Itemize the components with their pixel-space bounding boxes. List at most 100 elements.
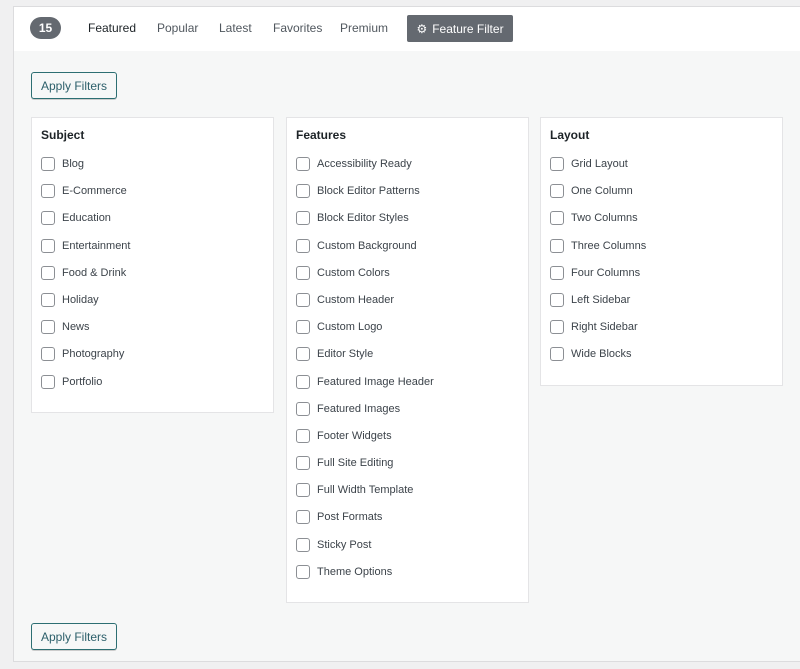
checkbox[interactable] bbox=[296, 157, 310, 171]
checkbox[interactable] bbox=[550, 184, 564, 199]
option-label: Accessibility Ready bbox=[317, 158, 412, 170]
filter-option[interactable]: Featured Image Header bbox=[296, 374, 519, 402]
filter-option[interactable]: Portfolio bbox=[41, 374, 264, 402]
checkbox[interactable] bbox=[296, 347, 310, 362]
checkbox[interactable] bbox=[296, 184, 310, 199]
tab-popular[interactable]: Popular bbox=[157, 21, 199, 35]
filter-option[interactable]: News bbox=[41, 320, 264, 347]
filter-group-features: Features Accessibility Ready Block Editor … bbox=[286, 117, 529, 603]
checkbox[interactable] bbox=[296, 483, 310, 498]
checkbox[interactable] bbox=[550, 292, 564, 307]
filter-option[interactable]: Accessibility Ready bbox=[296, 157, 519, 184]
option-label: Theme Options bbox=[317, 565, 393, 578]
option-label: Two Columns bbox=[571, 212, 638, 225]
filter-option[interactable]: Grid Layout bbox=[550, 157, 773, 184]
filter-option[interactable]: One Column bbox=[550, 184, 773, 211]
option-label: Grid Layout bbox=[571, 158, 628, 170]
checkbox[interactable] bbox=[550, 157, 564, 171]
checkbox[interactable] bbox=[41, 320, 55, 335]
filter-option[interactable]: Footer Widgets bbox=[296, 428, 519, 456]
checkbox[interactable] bbox=[550, 320, 564, 335]
checkbox[interactable] bbox=[296, 320, 310, 335]
filter-option[interactable]: Custom Colors bbox=[296, 265, 519, 293]
filter-option[interactable]: Block Editor Styles bbox=[296, 211, 519, 238]
filter-option[interactable]: Custom Logo bbox=[296, 320, 519, 347]
filter-option[interactable]: Two Columns bbox=[550, 211, 773, 238]
filter-option[interactable]: Featured Images bbox=[296, 401, 519, 429]
filter-option[interactable]: Wide Blocks bbox=[550, 347, 773, 374]
checkbox[interactable] bbox=[41, 211, 55, 226]
checkbox[interactable] bbox=[41, 265, 55, 280]
option-label: Custom Colors bbox=[317, 266, 390, 279]
checkbox[interactable] bbox=[550, 347, 564, 362]
group-title: Layout bbox=[550, 128, 590, 142]
filter-option[interactable]: Left Sidebar bbox=[550, 292, 773, 320]
checkbox[interactable] bbox=[296, 510, 310, 525]
option-label: Editor Style bbox=[317, 348, 374, 361]
tab-featured[interactable]: Featured bbox=[88, 21, 137, 35]
option-label: Photography bbox=[62, 348, 125, 361]
checkbox[interactable] bbox=[41, 292, 55, 307]
option-label: Entertainment bbox=[62, 239, 131, 252]
apply-filters-button-bottom[interactable]: Apply Filters bbox=[31, 623, 117, 650]
option-label: Featured Images bbox=[317, 402, 401, 415]
filter-option[interactable]: Four Columns bbox=[550, 265, 773, 293]
checkbox[interactable] bbox=[296, 265, 310, 280]
filter-option[interactable]: Custom Header bbox=[296, 292, 519, 320]
filter-option[interactable]: Custom Background bbox=[296, 238, 519, 266]
option-label: Holiday bbox=[62, 293, 99, 306]
checkbox[interactable] bbox=[296, 564, 310, 579]
tab-favorites[interactable]: Favorites bbox=[273, 21, 323, 35]
filter-group-layout: Layout Grid Layout One Column Two Columns Th… bbox=[540, 117, 783, 386]
filter-option[interactable]: Photography bbox=[41, 347, 264, 374]
option-label: News bbox=[62, 321, 90, 334]
checkbox[interactable] bbox=[41, 374, 55, 389]
checkbox[interactable] bbox=[550, 211, 564, 226]
checkbox[interactable] bbox=[41, 347, 55, 362]
checkbox[interactable] bbox=[296, 537, 310, 552]
option-label: Sticky Post bbox=[317, 538, 372, 551]
checkbox[interactable] bbox=[296, 428, 310, 443]
filter-option[interactable]: Blog bbox=[41, 157, 264, 184]
checkbox[interactable] bbox=[296, 211, 310, 226]
feature-filter-button[interactable]: ⚙ Feature Filter bbox=[407, 15, 513, 42]
filter-option[interactable]: E-Commerce bbox=[41, 184, 264, 211]
checkbox[interactable] bbox=[296, 401, 310, 416]
option-label: Right Sidebar bbox=[571, 321, 638, 334]
filter-option[interactable]: Block Editor Patterns bbox=[296, 184, 519, 211]
checkbox[interactable] bbox=[296, 374, 310, 389]
apply-filters-button-top[interactable]: Apply Filters bbox=[31, 72, 117, 99]
filter-option[interactable]: Sticky Post bbox=[296, 537, 519, 565]
tab-premium[interactable]: Premium bbox=[340, 21, 389, 35]
filter-option[interactable]: Full Width Template bbox=[296, 483, 519, 510]
filter-option[interactable]: Education bbox=[41, 211, 264, 238]
filter-option[interactable]: Post Formats bbox=[296, 510, 519, 537]
option-label: Portfolio bbox=[62, 375, 103, 388]
checkbox[interactable] bbox=[41, 157, 55, 171]
filter-option[interactable]: Right Sidebar bbox=[550, 320, 773, 347]
theme-browser: 15 Featured Popular Latest Favorites Pre… bbox=[13, 6, 800, 662]
option-label: Block Editor Patterns bbox=[317, 185, 420, 198]
checkbox[interactable] bbox=[296, 292, 310, 307]
option-label: Full Site Editing bbox=[317, 457, 394, 470]
filter-option[interactable]: Theme Options bbox=[296, 564, 519, 592]
filter-bar: 15 Featured Popular Latest Favorites Pre… bbox=[14, 7, 800, 51]
filter-group-subject: Subject Blog E-Commerce Education Entertainm… bbox=[31, 117, 274, 413]
filter-option[interactable]: Food & Drink bbox=[41, 265, 264, 293]
checkbox[interactable] bbox=[41, 184, 55, 199]
filter-option[interactable]: Three Columns bbox=[550, 238, 773, 266]
filter-option[interactable]: Editor Style bbox=[296, 347, 519, 374]
checkbox[interactable] bbox=[550, 238, 564, 253]
filter-option[interactable]: Holiday bbox=[41, 292, 264, 320]
filter-option[interactable]: Entertainment bbox=[41, 238, 264, 266]
checkbox[interactable] bbox=[41, 238, 55, 253]
option-label: Education bbox=[62, 212, 111, 225]
option-label: Four Columns bbox=[571, 266, 641, 279]
option-label: Post Formats bbox=[317, 511, 383, 524]
checkbox[interactable] bbox=[550, 265, 564, 280]
checkbox[interactable] bbox=[296, 238, 310, 253]
filter-option[interactable]: Full Site Editing bbox=[296, 456, 519, 483]
checkbox[interactable] bbox=[296, 456, 310, 471]
tab-latest[interactable]: Latest bbox=[219, 21, 252, 35]
option-label: Food & Drink bbox=[62, 266, 127, 279]
